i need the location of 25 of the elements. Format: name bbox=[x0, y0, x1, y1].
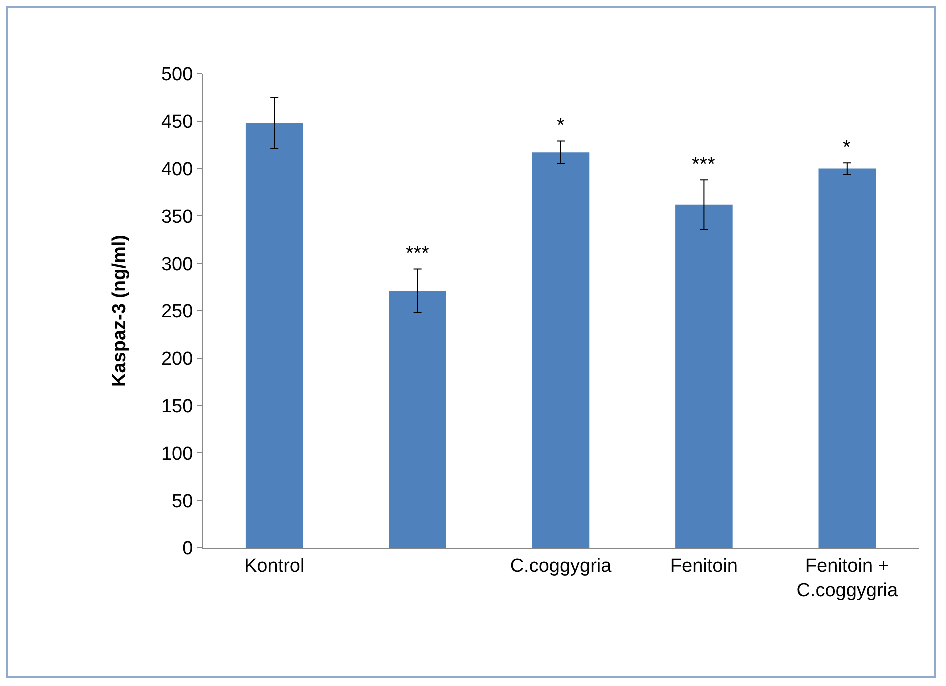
bar bbox=[532, 152, 590, 548]
y-tick-label: 300 bbox=[161, 254, 194, 276]
data-label: * bbox=[843, 137, 851, 159]
y-axis-title: Kaspaz-3 (ng/ml) bbox=[109, 234, 130, 388]
y-tick-label: 200 bbox=[161, 349, 194, 370]
x-tick-label: Fenitoin bbox=[670, 556, 738, 577]
y-tick-label: 250 bbox=[161, 302, 194, 323]
y-tick-label: 450 bbox=[161, 112, 194, 134]
y-tick-label: 400 bbox=[161, 159, 194, 180]
y-tick-label: 50 bbox=[172, 491, 194, 512]
y-tick-label: 500 bbox=[161, 64, 194, 86]
bar bbox=[676, 204, 733, 548]
x-tick-label: C.coggygria bbox=[510, 556, 612, 577]
y-tick-label: 0 bbox=[182, 538, 194, 560]
data-label: * bbox=[557, 115, 565, 137]
bar bbox=[818, 168, 876, 548]
x-tick-label: Fenitoin + C.coggygria bbox=[796, 556, 899, 602]
data-label: *** bbox=[692, 154, 716, 176]
bar bbox=[389, 291, 446, 548]
data-label: *** bbox=[406, 243, 430, 265]
x-tick-label: Kontrol bbox=[244, 556, 305, 577]
y-tick-label: 350 bbox=[161, 206, 194, 228]
y-tick-label: 150 bbox=[161, 396, 194, 418]
y-tick-label: 100 bbox=[161, 444, 194, 465]
bar bbox=[246, 123, 304, 548]
